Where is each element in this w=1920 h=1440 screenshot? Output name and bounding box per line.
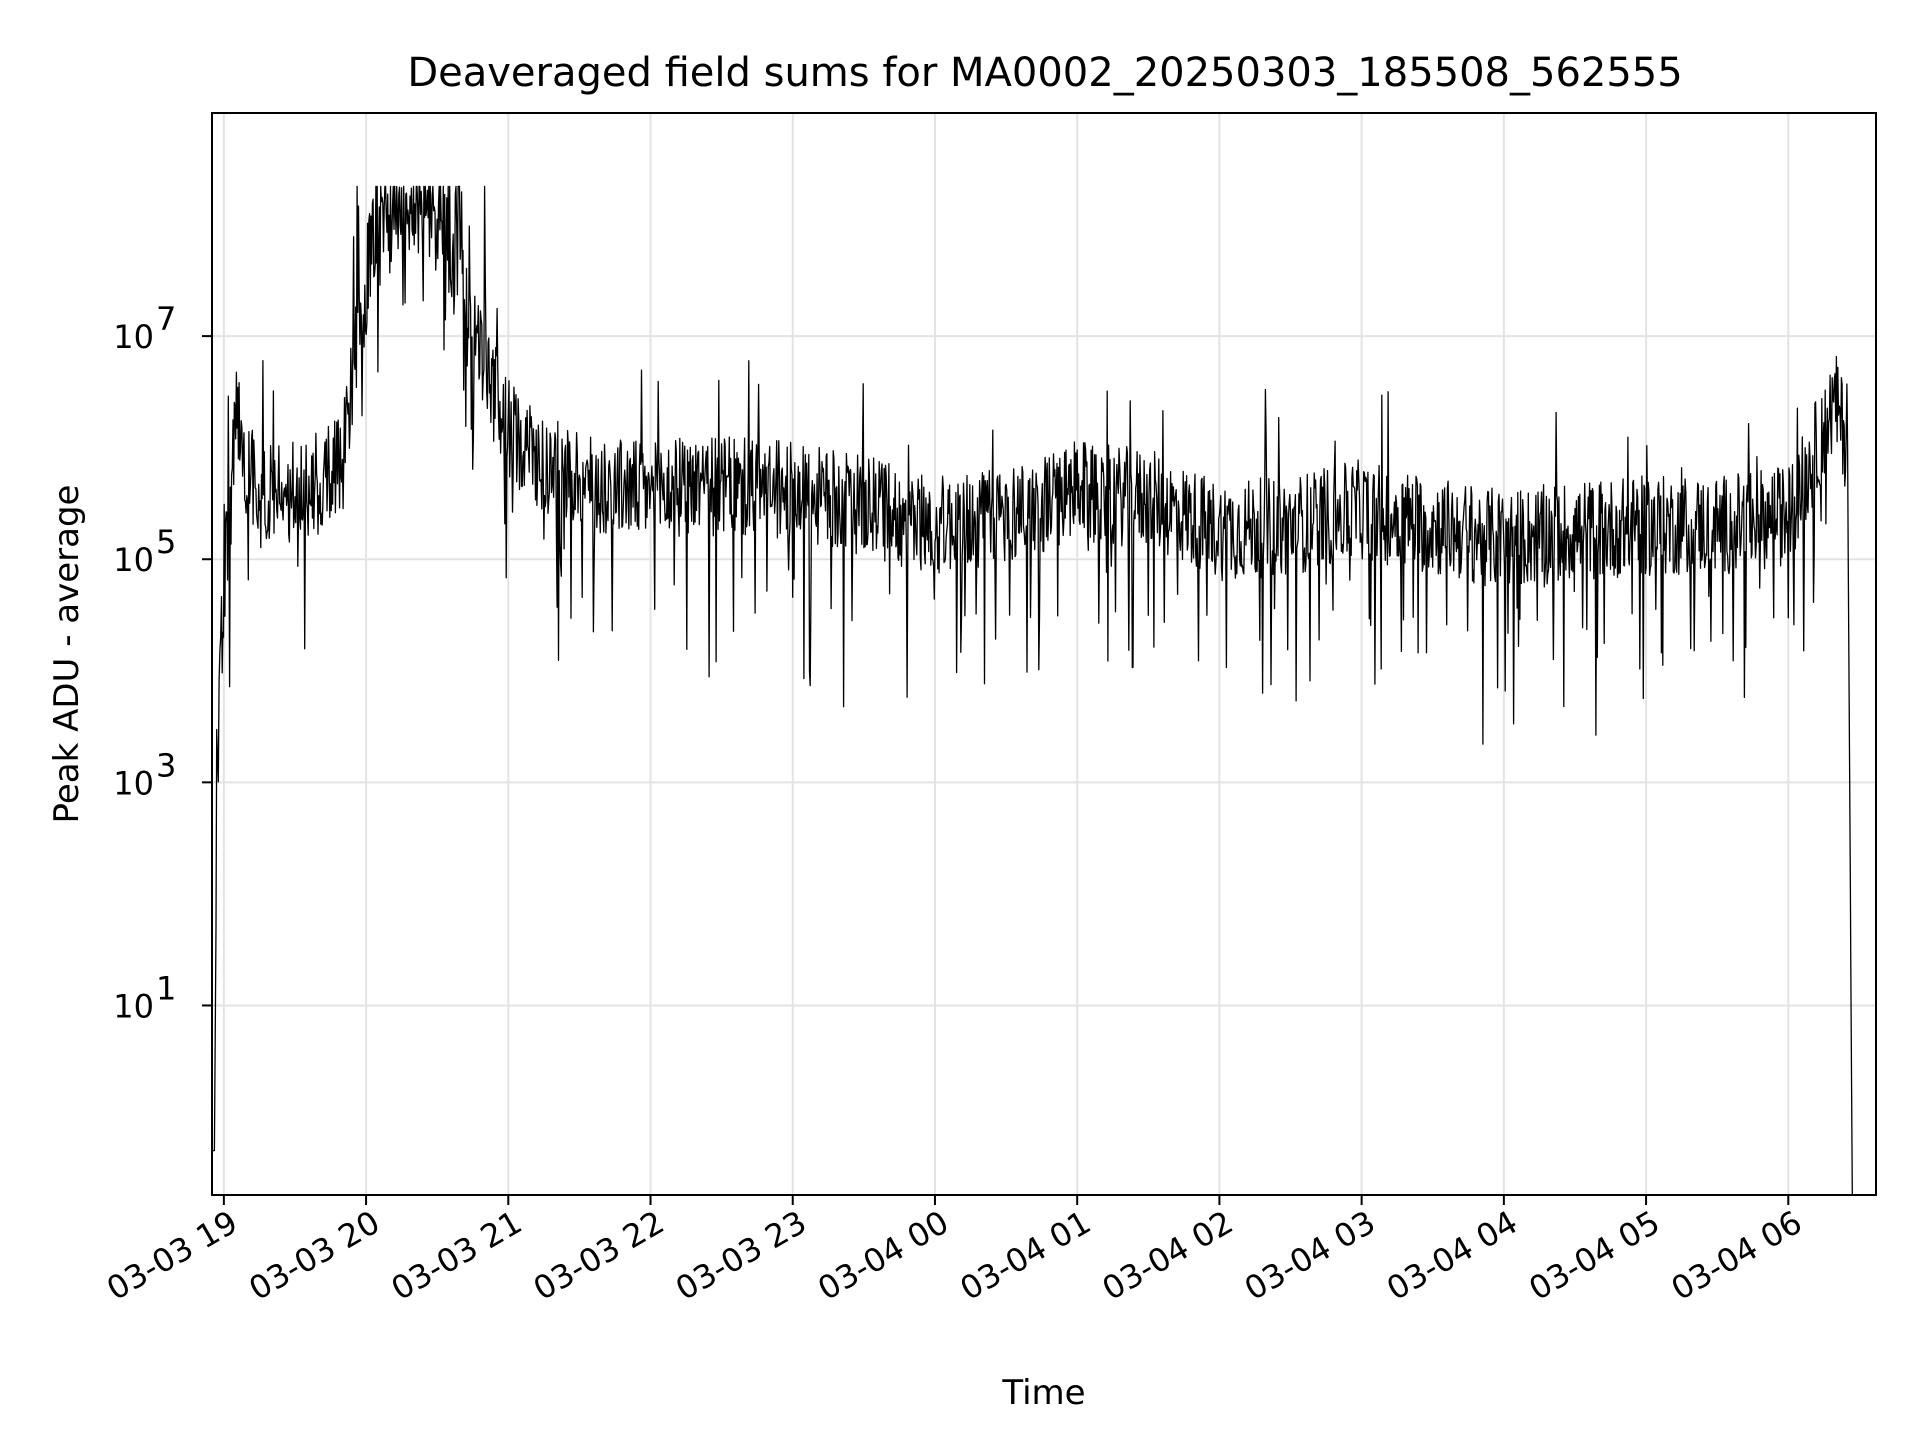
y-tick-label-exponent: 5 [156,523,176,561]
y-tick-label-exponent: 7 [156,300,176,338]
y-tick-label: 10 [113,987,154,1025]
series-line [212,185,1853,1196]
series-line-group [212,185,1853,1196]
y-tick-label: 10 [113,318,154,356]
plot-frame [211,112,1877,1196]
y-tick-label: 10 [113,764,154,802]
y-tick-label-base: 10 [113,764,154,802]
y-tick-label-base: 10 [113,541,154,579]
y-axis-title: Peak ADU - average [47,485,87,824]
grid [212,113,1876,1195]
y-tick-label-exponent: 1 [156,969,176,1007]
y-tick-label-base: 10 [113,318,154,356]
chart-title: Deaveraged field sums for MA0002_2025030… [407,50,1682,96]
y-tick-label: 10 [113,541,154,579]
y-tick-label-exponent: 3 [156,746,176,784]
x-axis-title: Time [1001,1373,1085,1413]
y-tick-label-base: 10 [113,987,154,1025]
